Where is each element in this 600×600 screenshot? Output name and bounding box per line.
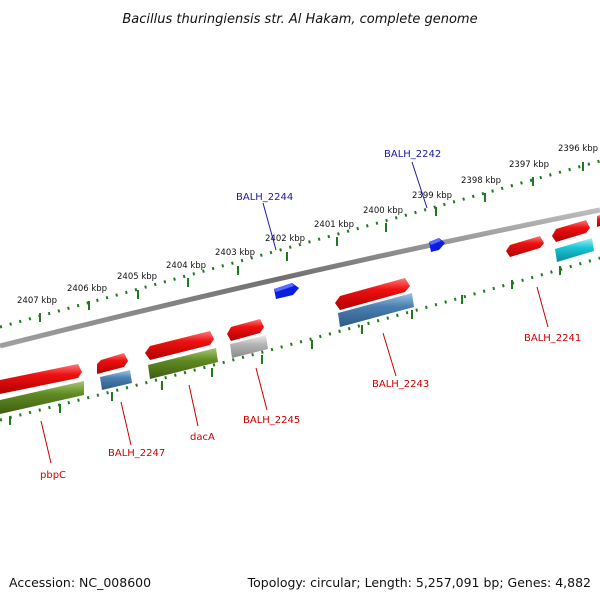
- gene-label-balh-2244[interactable]: BALH_2244: [236, 192, 293, 203]
- gene-red-arrow-edge[interactable]: [597, 215, 600, 227]
- gene-balh-2247-steel-arrow[interactable]: [100, 370, 132, 390]
- gene-label-pbpC[interactable]: pbpC: [40, 470, 66, 481]
- gene-balh-2243-steel-arrow[interactable]: [338, 293, 414, 327]
- gene-balh-2241-red-arrow-a[interactable]: [506, 236, 544, 257]
- map-title: Bacillus thuringiensis str. Al Hakam, co…: [122, 12, 477, 27]
- topology-text: Topology: circular; Length: 5,257,091 bp…: [247, 575, 591, 590]
- gene-label-dacA[interactable]: dacA: [190, 432, 215, 443]
- gene-label-balh-2243[interactable]: BALH_2243: [372, 379, 429, 390]
- kbp-labels: 2407 kbp 2406 kbp 2405 kbp 2404 kbp 2403…: [17, 144, 598, 306]
- gene-pbpC-arrow[interactable]: [0, 364, 82, 394]
- gene-label-balh-2245[interactable]: BALH_2245: [243, 415, 300, 426]
- kbp-label: 2396 kbp: [558, 144, 598, 154]
- kbp-label: 2399 kbp: [412, 191, 452, 201]
- gene-balh-2244-arrow[interactable]: [274, 283, 299, 299]
- kbp-label: 2402 kbp: [265, 234, 305, 244]
- gene-label-balh-2242[interactable]: BALH_2242: [384, 149, 441, 160]
- upper-ruler-dots: [0, 159, 600, 329]
- kbp-label: 2401 kbp: [314, 220, 354, 230]
- gene-balh-2243-red-arrow[interactable]: [335, 278, 410, 310]
- kbp-label: 2403 kbp: [215, 248, 255, 258]
- label-leader-lines: [40, 161, 549, 464]
- gene-label-balh-2241[interactable]: BALH_2241: [524, 333, 581, 344]
- upper-major-ticks: [39, 162, 584, 322]
- gene-balh-2242-arrow[interactable]: [429, 238, 445, 252]
- genome-backbone: [0, 207, 600, 349]
- lower-ruler-dots: [0, 256, 600, 422]
- kbp-label: 2397 kbp: [509, 160, 549, 170]
- kbp-label: 2398 kbp: [461, 176, 501, 186]
- gene-balh-2245-gray-arrow[interactable]: [230, 335, 268, 358]
- kbp-label: 2404 kbp: [166, 261, 206, 271]
- gene-olive-arrow-left[interactable]: [0, 381, 84, 414]
- kbp-label: 2407 kbp: [17, 296, 57, 306]
- gene-balh-2247-red-arrow[interactable]: [97, 353, 128, 374]
- gene-label-balh-2247[interactable]: BALH_2247: [108, 448, 165, 459]
- gene-cyan-arrow[interactable]: [555, 238, 594, 262]
- accession-text: Accession: NC_008600: [9, 575, 151, 590]
- kbp-label: 2400 kbp: [363, 206, 403, 216]
- gene-dacA-red-arrow[interactable]: [145, 331, 214, 360]
- kbp-label: 2405 kbp: [117, 272, 157, 282]
- gene-dacA-olive-arrow[interactable]: [148, 348, 218, 379]
- lower-major-ticks: [9, 266, 561, 425]
- gene-red-arrow-b[interactable]: [552, 220, 590, 242]
- kbp-label: 2406 kbp: [67, 284, 107, 294]
- gene-balh-2245-red-arrow[interactable]: [227, 319, 264, 341]
